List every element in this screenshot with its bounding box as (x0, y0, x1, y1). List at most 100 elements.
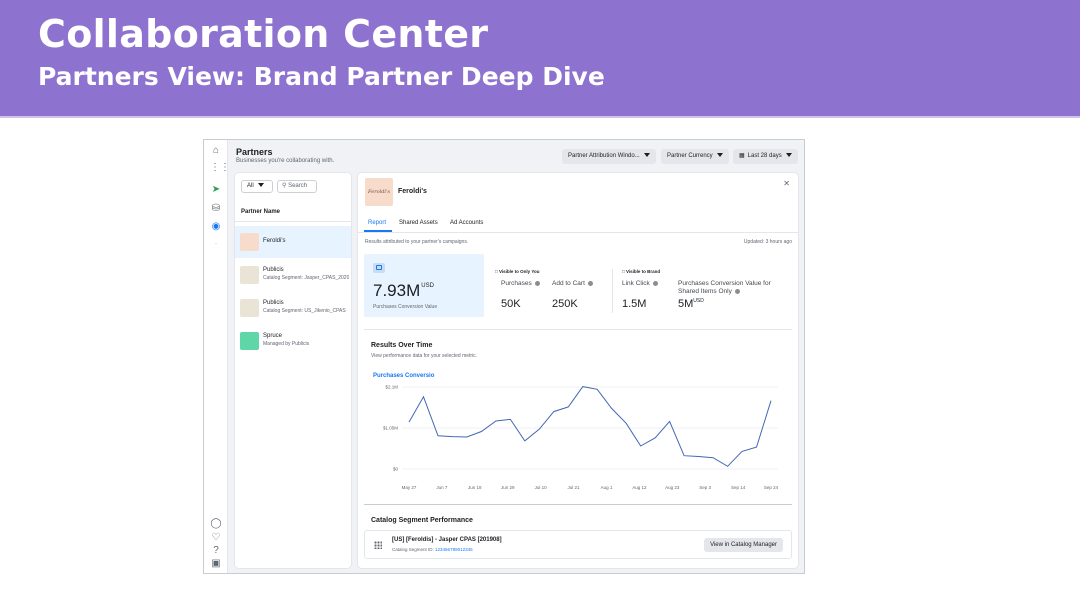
date-label: Last 28 days (747, 153, 782, 159)
currency-dropdown[interactable]: Partner Currency (661, 149, 729, 164)
info-icon[interactable] (734, 288, 740, 294)
list-divider (235, 221, 351, 222)
bell-icon[interactable]: ♡ (211, 532, 221, 543)
metrics-divider (612, 269, 613, 313)
currency-label: Partner Currency (667, 153, 713, 159)
y-tick-label: $2.1M (385, 385, 398, 390)
tab-divider (358, 232, 798, 233)
segment-id-line: Catalog Segment ID: 123456789012345 (392, 547, 473, 552)
partner-description: Catalog Segment: US_Jikenio_CPAS (263, 308, 346, 314)
partner-name: Spruce (263, 333, 283, 339)
home-icon[interactable]: ⌂ (212, 145, 220, 156)
partner-row-publicis-2[interactable]: Publicis Catalog Segment: US_Jikenio_CPA… (235, 292, 351, 324)
metric-label-link-click: Link Click (622, 280, 658, 288)
info-icon[interactable] (652, 280, 658, 286)
main-metric-number: 7.93M (373, 281, 421, 300)
tab-report[interactable]: Report (368, 220, 387, 226)
y-tick-label: $0 (393, 467, 399, 472)
partner-name: Feroldi's (263, 238, 286, 244)
chevron-down-icon (257, 183, 264, 188)
handshake-icon[interactable]: ◉ (211, 221, 221, 232)
x-tick-label: Jul 10 (535, 485, 548, 490)
page-title: Partners (236, 147, 273, 157)
partner-name: Publicis (263, 300, 284, 306)
x-tick-label: Jul 21 (568, 485, 581, 490)
view-in-catalog-manager-button[interactable]: View in Catalog Manager (704, 538, 783, 552)
tab-shared-assets[interactable]: Shared Assets (399, 220, 438, 226)
attribution-note: Results attributed to your partner's cam… (365, 239, 469, 245)
partner-logo (240, 266, 259, 284)
banner-divider (0, 116, 1080, 118)
partner-row-spruce[interactable]: Spruce Managed by Publicis (235, 325, 351, 357)
updated-timestamp: Updated: 3 hours ago (743, 239, 792, 245)
attribution-window-dropdown[interactable]: Partner Attribution Windo... (562, 149, 656, 164)
main-metric-value: 7.93MUSD (373, 281, 434, 301)
send-icon[interactable]: ➤ (211, 184, 221, 195)
segment-name: [US] [Feroldis] - Jasper CPAS [201908] (392, 537, 502, 543)
chevron-down-icon (716, 153, 723, 158)
filter-dropdown[interactable]: All (241, 180, 273, 193)
x-tick-label: Sep 3 (699, 485, 711, 490)
card-icon (373, 263, 385, 273)
slide-subtitle: Partners View: Brand Partner Deep Dive (38, 62, 605, 91)
partner-logo (240, 332, 259, 350)
metric-label-text: Add to Cart (552, 280, 585, 287)
active-tab-indicator (364, 230, 392, 232)
tab-ad-accounts[interactable]: Ad Accounts (450, 220, 484, 226)
attribution-label: Partner Attribution Windo... (568, 153, 640, 159)
lock-icon: □ (622, 269, 625, 274)
partner-name-header: Partner Name (241, 209, 281, 215)
visibility-brand: □ Visible to Brand (622, 269, 660, 274)
binoculars-icon[interactable]: ⛁ (211, 203, 221, 214)
visibility-brand-label: Visible to Brand (625, 269, 661, 274)
results-line-chart: $0 $1.05M $2.1M May 27 Jun 7 Jun 18 Jun 29 Jul … (383, 385, 779, 491)
partner-detail-name: Feroldi's (398, 188, 427, 195)
x-tick-label: May 27 (402, 485, 417, 490)
x-tick-label: Aug 12 (632, 485, 647, 490)
search-input[interactable]: ⚲ Search (277, 180, 317, 193)
search-placeholder: Search (288, 183, 308, 189)
report-icon[interactable]: ▣ (211, 558, 221, 569)
x-tick-label: Sep 14 (731, 485, 746, 490)
metric-label-shared-items: Purchases Conversion Value for Shared It… (678, 280, 782, 296)
x-tick-label: Jun 18 (468, 485, 482, 490)
segment-id-link[interactable]: 123456789012345 (435, 547, 473, 552)
section-divider (364, 329, 792, 330)
x-tick-label: Jun 29 (501, 485, 515, 490)
date-range-dropdown[interactable]: ▦ Last 28 days (733, 149, 798, 164)
info-icon[interactable] (587, 280, 593, 286)
segment-id-label: Catalog Segment ID: (392, 547, 434, 552)
partner-row-feroldis[interactable]: Feroldi's (235, 226, 351, 258)
visibility-only-you: □ Visible to Only You (495, 269, 540, 274)
metric-label-purchases: Purchases (501, 280, 540, 288)
metric-value-link-click: 1.5M (622, 298, 647, 310)
main-metric-card: 7.93MUSD Purchases Conversion Value (364, 254, 484, 317)
partner-row-publicis-1[interactable]: Publicis Catalog Segment: Jasper_CPAS_20… (235, 259, 351, 291)
y-tick-label: $1.05M (383, 426, 398, 431)
metric-label-text: Purchases Conversion Value for Shared It… (678, 280, 771, 295)
slide-banner: Collaboration Center Partners View: Bran… (0, 0, 1080, 116)
apps-grid-icon[interactable]: ⋮⋮ (210, 162, 230, 173)
close-icon[interactable]: ✕ (783, 179, 790, 188)
filter-label: All (247, 183, 254, 189)
side-rail: ⌂ ⋮⋮ ➤ ⛁ ◉ · ◯ ♡ ? ▣ (204, 140, 230, 573)
x-tick-label: Sep 24 (764, 485, 779, 490)
x-tick-label: Aug 23 (665, 485, 680, 490)
partner-description: Catalog Segment: Jasper_CPAS_2020 (263, 275, 349, 281)
x-tick-label: Aug 1 (601, 485, 613, 490)
series-line (408, 386, 772, 467)
app-window: ⌂ ⋮⋮ ➤ ⛁ ◉ · ◯ ♡ ? ▣ Partners Businesses… (203, 139, 805, 574)
series-label[interactable]: Purchases Conversio (373, 373, 435, 379)
metric-value-purchases: 50K (501, 298, 521, 310)
catalog-title: Catalog Segment Performance (371, 517, 473, 524)
dot-icon: · (215, 241, 217, 247)
partner-name: Publicis (263, 267, 284, 273)
main-metric-label: Purchases Conversion Value (373, 304, 438, 310)
info-icon[interactable] (534, 280, 540, 286)
help-icon[interactable]: ? (213, 545, 219, 556)
chevron-down-icon (785, 153, 792, 158)
results-title: Results Over Time (371, 342, 433, 349)
metric-label-text: Purchases (501, 280, 532, 287)
globe-icon[interactable]: ◯ (210, 518, 222, 529)
metric-value-shared-items: 5MUSD (678, 298, 704, 310)
